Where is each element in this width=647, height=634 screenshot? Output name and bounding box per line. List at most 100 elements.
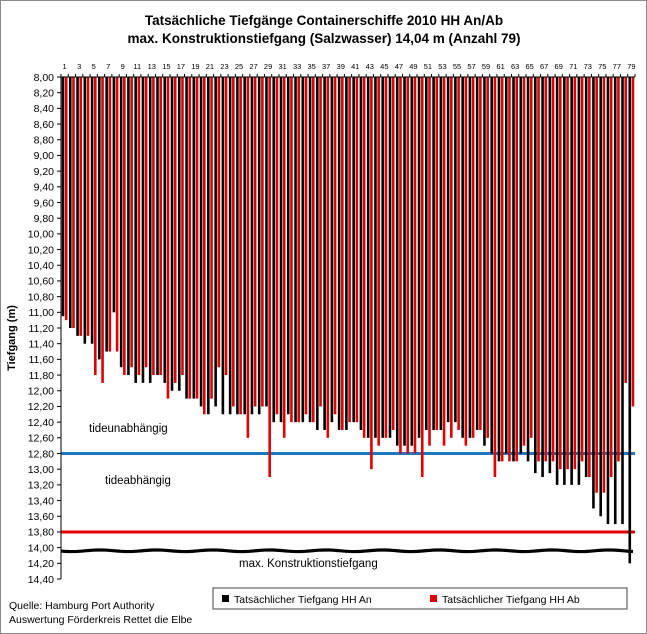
bar-an-19 <box>192 77 196 399</box>
bar-an-56 <box>461 77 464 438</box>
bar-an-18 <box>185 77 188 399</box>
bar-an-39 <box>337 77 341 430</box>
bar-ab-40 <box>348 77 351 423</box>
bar-an-1 <box>61 77 65 317</box>
bar-an-73 <box>584 77 588 478</box>
x-tick-label: 19 <box>191 62 199 71</box>
bar-ab-36 <box>319 77 322 407</box>
bar-ab-52 <box>435 77 439 430</box>
bar-an-76 <box>606 77 610 525</box>
x-tick-label: 13 <box>148 62 156 71</box>
bar-ab-74 <box>595 77 598 493</box>
x-tick-label: 7 <box>106 62 110 71</box>
bar-an-48 <box>403 77 406 446</box>
bar-an-58 <box>475 77 479 430</box>
annotation-tideabhaengig: tideabhängig <box>105 475 171 487</box>
y-axis-label: Tiefgang (m) <box>6 305 18 371</box>
x-tick-label: 61 <box>496 62 504 71</box>
bar-ab-48 <box>406 77 410 454</box>
x-tick-label: 37 <box>322 62 330 71</box>
bar-ab-34 <box>304 77 308 415</box>
bar-ab-45 <box>384 77 388 438</box>
bar-ab-39 <box>341 77 344 430</box>
bar-an-5 <box>90 77 94 344</box>
bar-ab-54 <box>450 77 453 438</box>
bar-ab-12 <box>144 77 148 368</box>
x-tick-label: 45 <box>380 62 388 71</box>
bar-an-53 <box>439 77 443 430</box>
y-tick-label: 8,40 <box>34 103 55 115</box>
bar-ab-35 <box>311 77 315 423</box>
y-tick-label: 11,80 <box>29 370 55 382</box>
bar-an-66 <box>534 77 537 474</box>
bar-ab-47 <box>399 77 402 454</box>
bar-an-9 <box>119 77 123 368</box>
bar-ab-53 <box>442 77 446 446</box>
bar-ab-64 <box>522 77 526 446</box>
bar-ab-37 <box>326 77 330 438</box>
bar-ab-69 <box>559 77 562 470</box>
bar-ab-29 <box>268 77 271 478</box>
bar-ab-67 <box>544 77 548 462</box>
x-tick-label: 41 <box>351 62 359 71</box>
x-tick-label: 65 <box>525 62 533 71</box>
y-tick-label: 10,80 <box>28 291 54 303</box>
bar-an-59 <box>483 77 486 446</box>
bar-an-47 <box>395 77 399 446</box>
x-tick-label: 63 <box>511 62 519 71</box>
bar-ab-72 <box>580 77 584 462</box>
y-tick-label: 10,60 <box>28 276 54 288</box>
bar-ab-49 <box>413 77 417 454</box>
bar-an-57 <box>468 77 472 438</box>
bar-ab-57 <box>471 77 475 438</box>
bar-ab-70 <box>566 77 569 470</box>
bar-ab-59 <box>486 77 489 438</box>
bar-an-46 <box>388 77 392 438</box>
bar-an-22 <box>214 77 217 407</box>
bar-ab-56 <box>464 77 468 446</box>
y-tick-label: 12,60 <box>28 433 54 445</box>
bar-an-31 <box>279 77 283 423</box>
bar-ab-7 <box>108 77 112 352</box>
bar-ab-24 <box>232 77 235 407</box>
x-tick-label: 17 <box>177 62 185 71</box>
y-tick-label: 12,20 <box>28 401 54 413</box>
bar-ab-50 <box>420 77 424 478</box>
bar-an-77 <box>613 77 617 525</box>
y-tick-label: 8,60 <box>34 119 55 131</box>
y-tick-labels: 8,00 8,20 8,40 8,60 8,80 9,00 9,20 9,40 9,60 9,80… <box>28 72 54 586</box>
x-tick-label: 73 <box>584 62 592 71</box>
source-line-1: Quelle: Hamburg Port Authority <box>9 600 155 612</box>
y-tick-label: 13,60 <box>28 511 54 523</box>
annotation-tideunabhaengig: tideunabhängig <box>89 423 168 435</box>
x-tick-label: 39 <box>337 62 345 71</box>
bar-ab-19 <box>195 77 199 399</box>
bar-an-64 <box>519 77 523 454</box>
bar-an-71 <box>570 77 573 485</box>
bar-an-60 <box>490 77 494 454</box>
bar-an-50 <box>417 77 421 438</box>
bar-an-55 <box>454 77 457 423</box>
legend-box <box>212 587 628 610</box>
bar-ab-61 <box>500 77 504 462</box>
bar-ab-18 <box>188 77 192 399</box>
bars <box>61 77 635 564</box>
bar-ab-10 <box>130 77 133 368</box>
bar-an-33 <box>294 77 297 423</box>
bar-ab-23 <box>224 77 228 376</box>
y-tick-label: 8,80 <box>34 135 55 147</box>
bar-ab-16 <box>173 77 177 383</box>
bar-ab-21 <box>210 77 213 399</box>
bar-ab-8 <box>115 77 119 352</box>
bar-ab-76 <box>609 77 613 478</box>
bar-an-25 <box>236 77 239 415</box>
y-tick-label: 10,00 <box>28 229 54 241</box>
y-tick-label: 13,80 <box>28 527 54 539</box>
bar-an-30 <box>272 77 276 423</box>
bar-an-52 <box>432 77 435 430</box>
bar-an-68 <box>548 77 552 474</box>
bar-an-70 <box>563 77 566 485</box>
bar-an-27 <box>250 77 254 415</box>
bar-ab-11 <box>137 77 141 376</box>
x-tick-label: 31 <box>278 62 286 71</box>
